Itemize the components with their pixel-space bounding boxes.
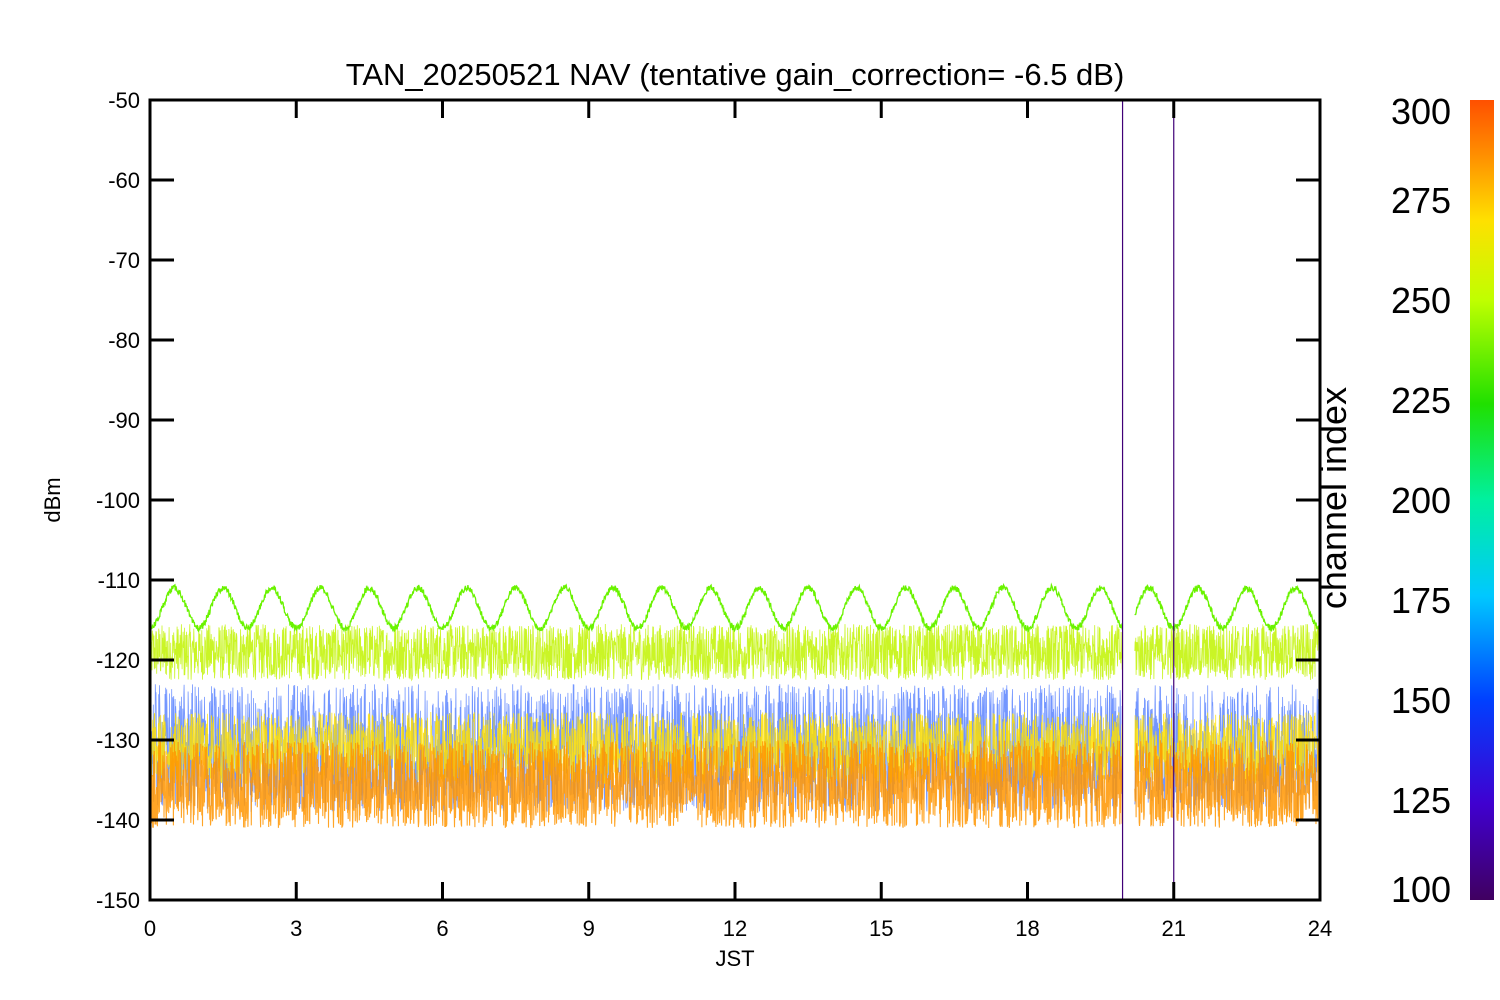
colorbar-tick-label: 275 [1391,180,1451,221]
y-tick-label: -140 [96,808,140,833]
colorbar-tick-label: 225 [1391,380,1451,421]
y-tick-label: -70 [108,248,140,273]
y-tick-label: -150 [96,888,140,913]
y-tick-label: -80 [108,328,140,353]
colorbar-tick-label: 175 [1391,580,1451,621]
series-band [150,623,1320,682]
x-tick-label: 12 [723,916,747,941]
colorbar-label: channel index [1313,387,1354,609]
x-tick-label: 18 [1015,916,1039,941]
series-line [150,582,1320,634]
y-tick-label: -90 [108,408,140,433]
colorbar-tick-label: 200 [1391,480,1451,521]
x-tick-label: 21 [1162,916,1186,941]
y-tick-label: -50 [108,88,140,113]
colorbar-tick-label: 150 [1391,680,1451,721]
colorbar-tick-layer: 300 275 250 225 200 175 150 125 100 [1391,91,1451,910]
y-tick-label: -120 [96,648,140,673]
tick-layer: 0 3 6 9 12 15 18 21 24 -50 -60 -70 -80 -90 -100 -110 -12… [96,88,1332,941]
series-band [150,739,1320,829]
colorbar-tick-label: 100 [1391,869,1451,910]
y-axis-label: dBm [40,477,65,522]
x-tick-label: 15 [869,916,893,941]
y-tick-label: -60 [108,168,140,193]
y-tick-label: -110 [98,568,140,593]
series-layer [150,100,1320,900]
x-tick-label: 6 [436,916,448,941]
chart-title: TAN_20250521 NAV (tentative gain_correct… [346,57,1125,92]
colorbar-tick-label: 125 [1391,780,1451,821]
y-tick-label: -100 [96,488,140,513]
y-tick-label: -130 [96,728,140,753]
x-tick-label: 3 [290,916,302,941]
colorbar-tick-label: 250 [1391,280,1451,321]
x-axis-label: JST [715,946,754,971]
x-tick-label: 9 [583,916,595,941]
colorbar [1470,100,1494,900]
colorbar-tick-label: 300 [1391,91,1451,132]
x-tick-label: 0 [144,916,156,941]
x-tick-label: 24 [1308,916,1332,941]
